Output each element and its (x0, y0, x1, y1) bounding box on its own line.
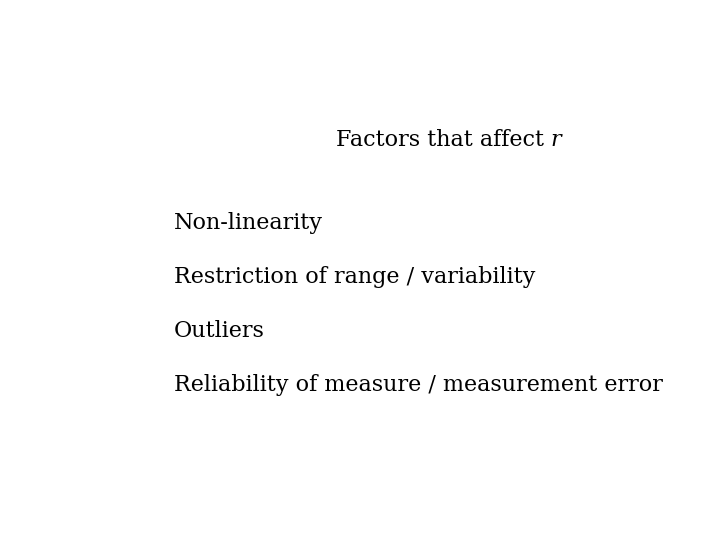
Text: Outliers: Outliers (174, 320, 264, 342)
Text: r: r (551, 129, 562, 151)
Text: Restriction of range / variability: Restriction of range / variability (174, 266, 535, 288)
Text: Reliability of measure / measurement error: Reliability of measure / measurement err… (174, 374, 662, 396)
Text: Factors that affect: Factors that affect (336, 129, 551, 151)
Text: Non-linearity: Non-linearity (174, 212, 323, 234)
